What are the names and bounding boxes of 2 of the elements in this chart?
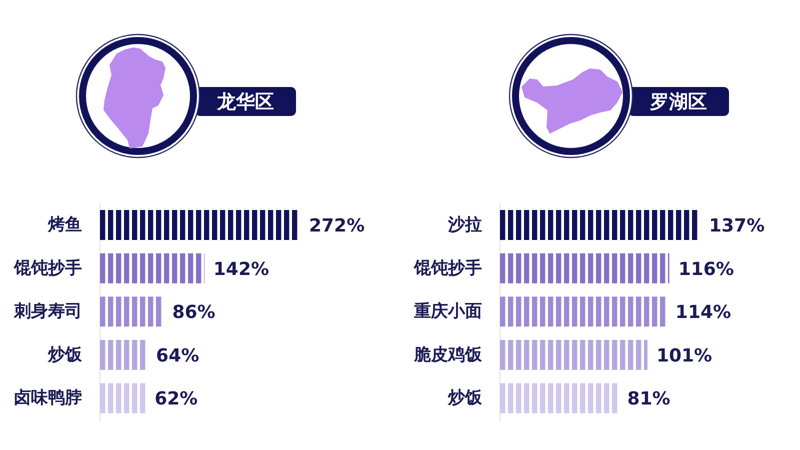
title: 罗湖区: [650, 91, 707, 113]
title: 龙华区: [217, 91, 274, 113]
